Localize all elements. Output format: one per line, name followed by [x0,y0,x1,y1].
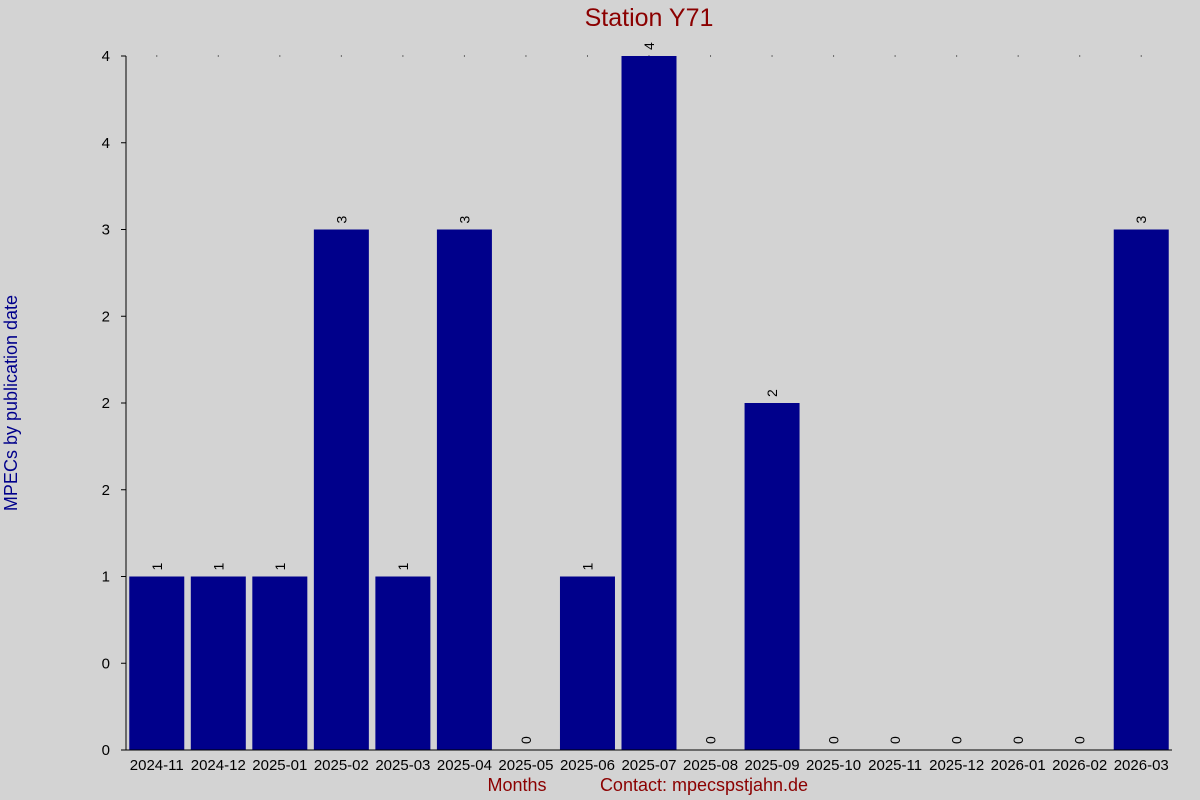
x-tick-label: 2025-04 [437,757,492,774]
data-label: 1 [149,563,165,571]
data-label: 0 [1072,736,1088,744]
data-label: 0 [518,736,534,744]
x-tick-label: 2025-02 [314,757,369,774]
bar [252,576,308,750]
bar [313,229,369,750]
top-dot [340,55,342,57]
y-tick-label: 2 [102,482,110,499]
x-tick-label: 2024-12 [191,757,246,774]
top-dot [279,55,281,57]
top-dot [463,55,465,57]
top-dot [1140,55,1142,57]
data-label: 0 [1010,736,1026,744]
bar [744,403,800,750]
data-label: 3 [333,216,349,224]
y-axis-title: MPECs by publication date [1,295,21,511]
y-tick-label: 2 [102,308,110,325]
x-tick-label: 2025-11 [868,757,922,774]
top-dot [833,55,835,57]
bar [559,576,615,750]
bar [190,576,246,750]
data-labels-group: 1 1 1 3 1 3 0 1 4 0 2 0 0 0 0 0 3 [149,42,1149,744]
top-dot [956,55,958,57]
top-dot [1017,55,1019,57]
data-label: 1 [272,563,288,571]
data-label: 3 [456,216,472,224]
x-tick-label: 2025-03 [375,757,430,774]
x-tick-label: 2025-10 [806,757,861,774]
top-dot [156,55,158,57]
y-tick-label: 2 [102,395,110,412]
y-tick-label: 4 [102,48,110,65]
bar [375,576,431,750]
x-tick-label: 2025-01 [252,757,307,774]
data-label: 1 [210,563,226,571]
y-tick-label: 4 [102,135,110,152]
data-label: 1 [395,563,411,571]
chart-title: Station Y71 [585,4,714,32]
x-tick-label: 2025-12 [929,757,984,774]
data-label: 0 [703,736,719,744]
y-tick-label: 3 [102,222,110,239]
data-label: 1 [579,563,595,571]
top-dot [586,55,588,57]
contact-text: Contact: mpecspstjahn.de [600,775,808,795]
bar [436,229,492,750]
bar [1113,229,1169,750]
x-tick-label: 2025-08 [683,757,738,774]
x-axis-title: Months [487,775,546,795]
top-dot [710,55,712,57]
y-ticks-group: 0 0 1 2 2 2 3 4 4 [102,48,126,759]
x-tick-label: 2024-11 [130,757,184,774]
top-dot [1079,55,1081,57]
bar [621,56,677,750]
y-tick-label: 0 [102,742,110,759]
bars-group [129,56,1169,750]
x-tick-label: 2025-05 [498,757,553,774]
data-label: 2 [764,389,780,397]
x-tick-label: 2026-03 [1114,757,1169,774]
data-label: 0 [949,736,965,744]
top-dot [402,55,404,57]
top-dot [894,55,896,57]
top-dot [217,55,219,57]
data-label: 3 [1133,216,1149,224]
x-tick-label: 2026-02 [1052,757,1107,774]
x-ticks-group: 2024-11 2024-12 2025-01 2025-02 2025-03 2025-… [130,757,1169,774]
bar [129,576,185,750]
data-label: 4 [641,42,657,50]
x-tick-label: 2025-09 [745,757,800,774]
y-tick-label: 0 [102,655,110,672]
top-dot [771,55,773,57]
top-dot-markers [156,55,1142,57]
data-label: 0 [826,736,842,744]
x-tick-label: 2025-07 [621,757,676,774]
x-tick-label: 2026-01 [991,757,1046,774]
top-dot [525,55,527,57]
x-tick-label: 2025-06 [560,757,615,774]
y-tick-label: 1 [102,569,110,586]
data-label: 0 [887,736,903,744]
